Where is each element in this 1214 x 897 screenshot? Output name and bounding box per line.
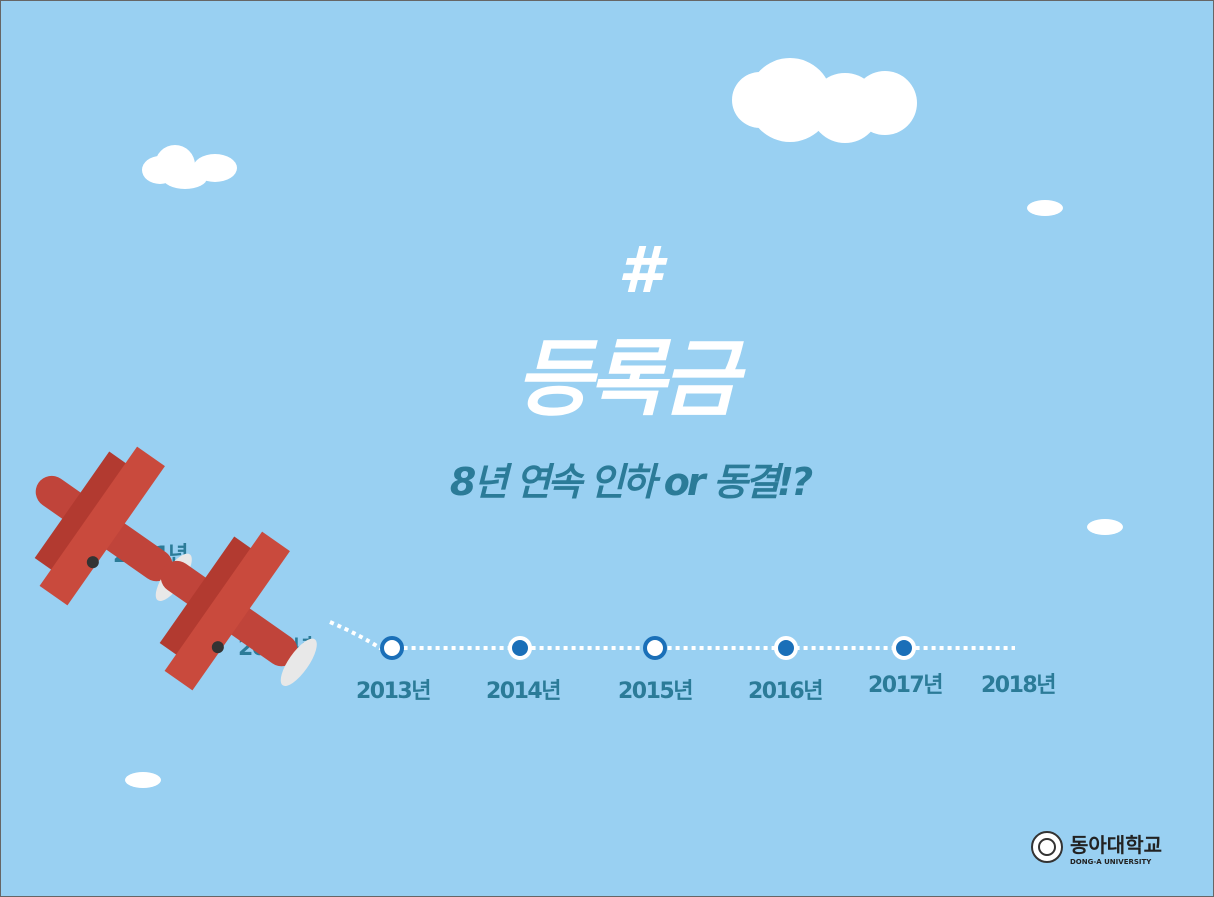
logo-english: DONG-A UNIVERSITY bbox=[1070, 858, 1152, 866]
logo-name: 동아대학교 bbox=[1070, 833, 1162, 857]
year-label: 2017년 bbox=[868, 673, 942, 698]
title: 등록금 bbox=[515, 330, 747, 428]
year-label: 2014년 bbox=[486, 679, 560, 704]
year-label: 2013년 bbox=[356, 679, 430, 704]
year-label: 2018년 bbox=[981, 673, 1055, 698]
background bbox=[1, 1, 1214, 897]
subtitle: 8년 연속 인하 or 동결!? bbox=[450, 460, 813, 504]
year-label: 2015년 bbox=[618, 679, 692, 704]
page: {"slide":{"hash":"#","title":"등록금","subt… bbox=[0, 0, 1214, 897]
year-label: 2016년 bbox=[748, 679, 822, 704]
hash: # bbox=[618, 234, 668, 308]
logo: 동아대학교 DONG-A UNIVERSITY bbox=[1032, 832, 1162, 866]
slide: # 등록금 8년 연속 인하 or 동결!? 2011년 2012년 2013년… bbox=[0, 0, 1214, 897]
